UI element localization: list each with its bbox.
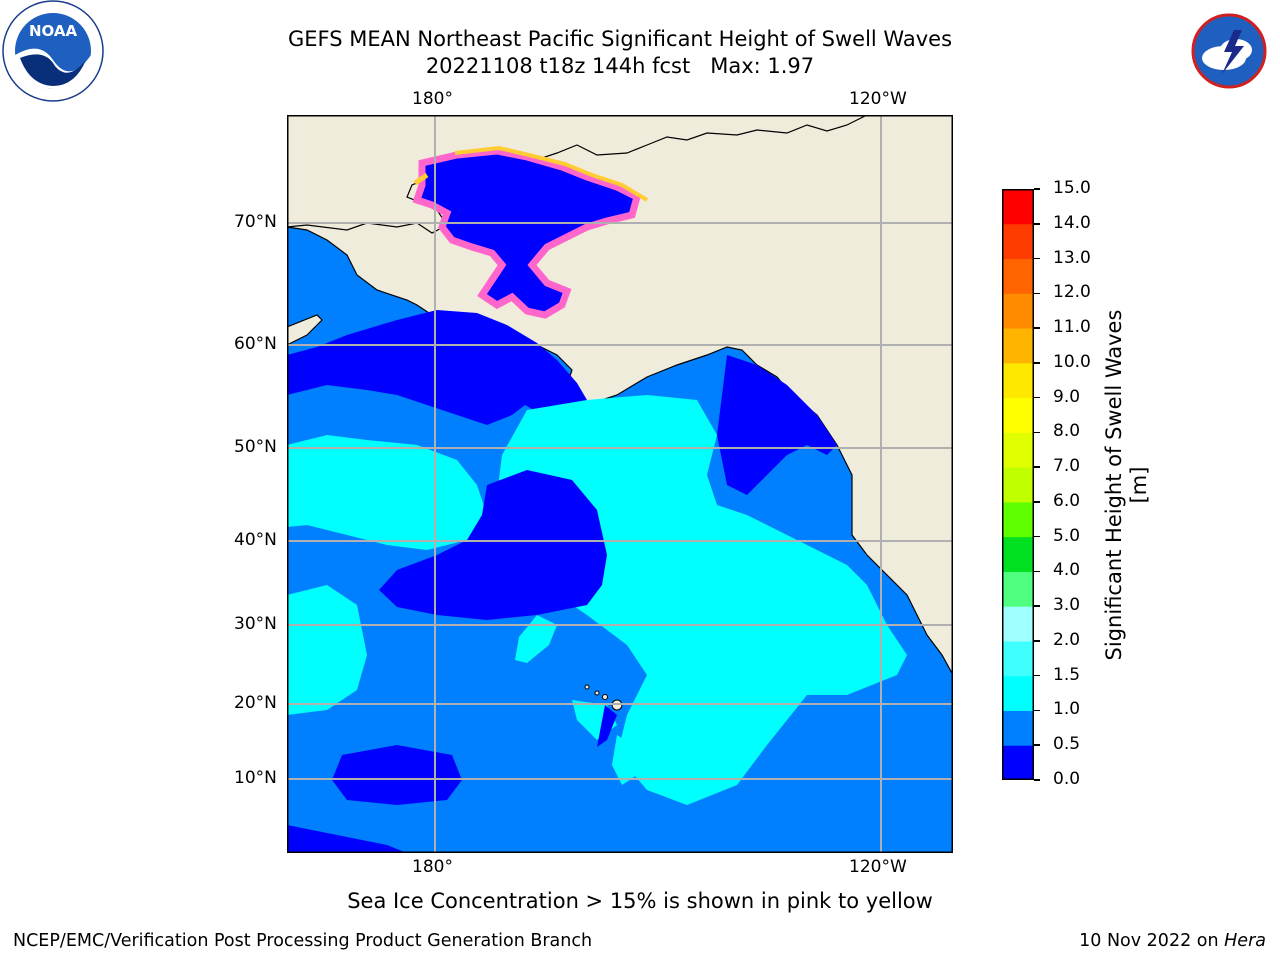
lon-label-bottom-180: 180°	[412, 857, 453, 877]
colorbar-tick-mark	[1034, 744, 1040, 746]
colorbar-tick-label: 14.0	[1053, 212, 1091, 233]
colorbar-tick-mark	[1034, 779, 1040, 781]
colorbar-tick-mark	[1034, 362, 1040, 364]
lat-label-40n: 40°N	[234, 530, 277, 550]
bering-dark	[287, 310, 587, 425]
footer-host: Hera	[1224, 931, 1266, 951]
lon-label-bottom-120w: 120°W	[849, 857, 907, 877]
colorbar-tick-label: 1.5	[1053, 664, 1081, 685]
colorbar-tick-label: 11.0	[1053, 317, 1091, 338]
colorbar-segment	[1002, 745, 1034, 780]
swell-0p0-0p5-south	[332, 745, 462, 805]
colorbar-tick-label: 0.0	[1053, 769, 1081, 789]
noaa-logo-icon: NOAA	[0, 0, 106, 102]
colorbar-tick-mark	[1034, 570, 1040, 573]
nws-logo-icon	[1178, 0, 1280, 102]
colorbar-segment	[1002, 223, 1034, 260]
colorbar-tick-mark	[1034, 396, 1040, 399]
colorbar-tick-mark	[1034, 223, 1040, 225]
lat-label-30n: 30°N	[234, 614, 277, 634]
hawaii-islands	[584, 684, 623, 711]
footer-date: 10 Nov 2022 on Hera	[1079, 931, 1266, 951]
colorbar-segment	[1002, 501, 1034, 538]
colorbar-segment	[1002, 710, 1034, 746]
colorbar-tick-mark	[1034, 431, 1040, 434]
chart-title: GEFS MEAN Northeast Pacific Significant …	[287, 27, 953, 51]
colorbar-segment	[1002, 189, 1034, 225]
map-gridlines	[287, 115, 953, 853]
lat-label-50n: 50°N	[234, 437, 277, 457]
colorbar-tick-label: 0.5	[1053, 734, 1081, 755]
colorbar	[1002, 189, 1034, 780]
colorbar-tick-label: 7.0	[1053, 456, 1081, 477]
colorbar-tick-mark	[1034, 709, 1040, 712]
colorbar-tick-label: 10.0	[1053, 351, 1091, 372]
gulf-dark	[717, 355, 837, 495]
swell-height-map	[287, 115, 953, 853]
colorbar-tick-mark	[1034, 292, 1040, 295]
colorbar-tick-mark	[1034, 501, 1040, 503]
chart-subtitle: 20221108 t18z 144h fcst Max: 1.97	[425, 54, 815, 78]
sea-ice-caption: Sea Ice Concentration > 15% is shown in …	[347, 889, 933, 913]
colorbar-tick-mark	[1034, 535, 1040, 538]
colorbar-segment	[1002, 606, 1034, 642]
colorbar-label: Significant Height of Swell Waves [m]	[1102, 309, 1151, 661]
colorbar-segment	[1002, 571, 1034, 607]
colorbar-segment	[1002, 362, 1034, 399]
colorbar-segment	[1002, 640, 1034, 677]
colorbar-segment	[1002, 467, 1034, 503]
colorbar-segment	[1002, 432, 1034, 468]
arctic-sea	[287, 115, 868, 319]
swell-0p0-0p5-sw	[287, 825, 407, 853]
colorbar-segment	[1002, 675, 1034, 711]
colorbar-tick-label: 15.0	[1053, 178, 1091, 198]
colorbar-tick-mark	[1034, 327, 1040, 329]
colorbar-segment	[1002, 397, 1034, 433]
colorbar-tick-label: 5.0	[1053, 525, 1081, 546]
footer-date-prefix: 10 Nov 2022 on	[1079, 931, 1225, 951]
colorbar-tick-label: 9.0	[1053, 386, 1081, 407]
colorbar-tick-label: 13.0	[1053, 247, 1091, 268]
colorbar-tick-mark	[1034, 605, 1040, 607]
lon-label-top-180: 180°	[412, 89, 453, 109]
colorbar-tick-label: 3.0	[1053, 595, 1081, 616]
lat-label-70n: 70°N	[234, 212, 277, 232]
lat-label-10n: 10°N	[234, 768, 277, 788]
colorbar-tick-label: 12.0	[1053, 282, 1091, 303]
colorbar-segment	[1002, 293, 1034, 329]
colorbar-tick-label: 1.0	[1053, 699, 1081, 720]
lon-label-top-120w: 120°W	[849, 89, 907, 109]
colorbar-tick-label: 8.0	[1053, 421, 1081, 442]
colorbar-tick-mark	[1034, 466, 1040, 468]
lat-label-60n: 60°N	[234, 334, 277, 354]
colorbar-tick-label: 6.0	[1053, 490, 1081, 511]
colorbar-tick-mark	[1034, 257, 1040, 260]
colorbar-tick-mark	[1034, 640, 1040, 642]
colorbar-tick-label: 4.0	[1053, 560, 1081, 581]
footer-credit: NCEP/EMC/Verification Post Processing Pr…	[13, 931, 593, 951]
colorbar-segment	[1002, 536, 1034, 572]
colorbar-tick-mark	[1034, 674, 1040, 677]
lat-label-20n: 20°N	[234, 693, 277, 713]
colorbar-tick-label: 2.0	[1053, 629, 1081, 650]
colorbar-segment	[1002, 328, 1034, 364]
colorbar-tick-mark	[1034, 188, 1040, 190]
noaa-logo-text: NOAA	[29, 22, 78, 40]
colorbar-segment	[1002, 258, 1034, 294]
swell-1p0-1p5	[287, 395, 907, 805]
